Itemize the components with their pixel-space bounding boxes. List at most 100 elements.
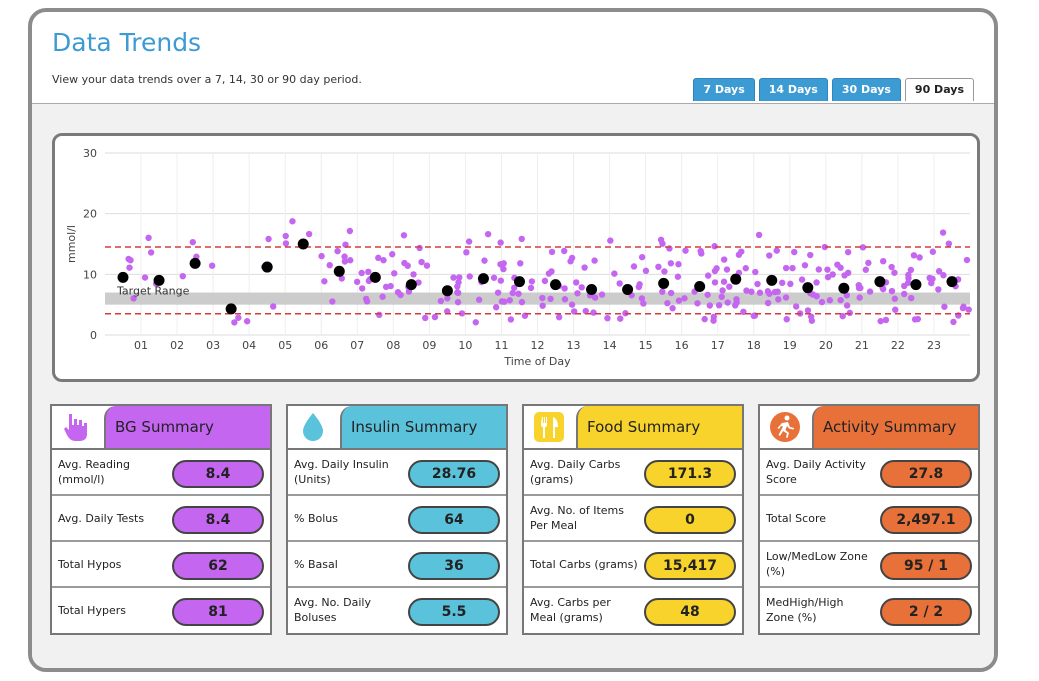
bg-reading-point	[380, 257, 387, 264]
bg-reading-point	[815, 266, 822, 273]
bg-reading-point	[674, 273, 682, 280]
bg-reading-point	[950, 318, 957, 326]
bg-reading-point	[334, 247, 341, 255]
bg-reading-point	[341, 258, 349, 265]
bg-reading-point	[766, 252, 773, 259]
bg-reading-point	[726, 283, 733, 290]
bg-reading-point	[572, 279, 580, 286]
row-label: % Bolus	[294, 511, 338, 525]
bg-reading-point	[437, 297, 445, 305]
bg-reading-point	[582, 307, 589, 315]
tab-30-days[interactable]: 30 Days	[831, 78, 901, 101]
y-tick-label: 0	[90, 329, 97, 342]
food-summary-title: Food Summary	[576, 406, 742, 448]
bg-reading-point	[916, 254, 923, 261]
bg-reading-point	[617, 315, 624, 322]
bg-reading-point	[500, 265, 507, 273]
bg-reading-point	[418, 258, 425, 266]
tab-14-days[interactable]: 14 Days	[758, 78, 828, 101]
hourly-average-point	[261, 261, 273, 273]
tab-90-days[interactable]: 90 Days	[904, 78, 974, 101]
bg-reading-point	[379, 293, 386, 300]
bg-reading-point	[270, 303, 277, 310]
bg-reading-point	[657, 236, 665, 244]
bg-reading-point	[387, 282, 394, 290]
bg-reading-point	[843, 302, 851, 309]
row-value: 36	[408, 552, 500, 580]
bg-reading-point	[318, 252, 325, 260]
hourly-average-point	[369, 271, 381, 283]
bg-reading-point	[782, 264, 790, 272]
bg-reading-point	[907, 266, 915, 274]
x-tick-label: 20	[819, 339, 833, 352]
hourly-average-point	[441, 285, 453, 297]
bg-reading-point	[720, 256, 728, 263]
bg-reading-point	[879, 257, 887, 265]
row-label: Total Hypos	[58, 557, 122, 571]
bg-reading-point	[826, 297, 834, 304]
bg-reading-point	[282, 240, 290, 247]
bg-reading-point	[963, 256, 971, 264]
bg-reading-point	[528, 278, 536, 285]
insulin-summary-card: Insulin Summary Avg. Daily Insulin (Unit…	[286, 404, 508, 635]
bg-reading-point	[642, 267, 650, 275]
hourly-average-point	[838, 282, 850, 294]
bg-reading-point	[338, 275, 345, 282]
bg-reading-point	[929, 248, 937, 255]
hourly-average-point	[874, 276, 886, 288]
bg-reading-point	[940, 272, 947, 279]
hourly-average-point	[153, 274, 165, 286]
bg-reading-point	[773, 247, 780, 254]
bg-reading-point	[363, 298, 371, 305]
bg-reading-point	[789, 264, 796, 272]
bg-reading-point	[431, 313, 439, 321]
hourly-average-point	[766, 274, 778, 286]
bg-reading-point	[450, 274, 457, 281]
bg-reading-point	[501, 298, 508, 305]
bg-reading-point	[740, 308, 747, 316]
activity-row-total-score: Total Score 2,497.1	[760, 496, 978, 542]
bg-reading-point	[389, 251, 396, 258]
hourly-average-point	[946, 276, 958, 288]
bg-reading-point	[675, 261, 682, 268]
bg-reading-point	[282, 232, 289, 240]
x-tick-label: 19	[783, 339, 797, 352]
bg-reading-point	[908, 294, 915, 302]
drop-icon	[288, 406, 338, 448]
bg-reading-point	[704, 272, 712, 279]
bg-reading-point	[466, 273, 473, 280]
bg-summary-card: BG Summary Avg. Reading (mmol/l) 8.4 Avg.…	[50, 404, 272, 635]
summary-cards: BG Summary Avg. Reading (mmol/l) 8.4 Avg.…	[50, 404, 980, 635]
food-row-items-per-meal: Avg. No. of Items Per Meal 0	[524, 496, 742, 542]
bg-reading-point	[591, 294, 599, 301]
hourly-average-point	[622, 284, 634, 295]
row-value: 95 / 1	[880, 552, 972, 580]
bg-reading-point	[358, 269, 365, 277]
bg-reading-point	[611, 270, 618, 277]
bg-reading-point	[591, 257, 598, 264]
food-row-daily-carbs: Avg. Daily Carbs (grams) 171.3	[524, 450, 742, 496]
y-tick-label: 30	[83, 147, 97, 160]
row-value: 2 / 2	[880, 598, 972, 626]
bg-reading-point	[358, 285, 366, 292]
x-tick-label: 23	[927, 339, 941, 352]
bg-reading-point	[500, 260, 507, 267]
bg-reading-point	[837, 296, 844, 304]
bg-reading-point	[733, 296, 740, 303]
x-axis-title: Time of Day	[503, 355, 571, 368]
bg-reading-point	[882, 316, 890, 324]
bg-reading-point	[821, 243, 828, 251]
activity-row-high-zone: MedHigh/High Zone (%) 2 / 2	[760, 588, 978, 632]
tab-7-days[interactable]: 7 Days	[693, 78, 755, 101]
bg-reading-point	[391, 270, 398, 277]
food-row-total-carbs: Total Carbs (grams) 15,417	[524, 542, 742, 588]
bg-reading-point	[630, 263, 638, 270]
row-value: 62	[172, 552, 264, 580]
bg-reading-point	[752, 268, 759, 276]
bg-reading-point	[661, 268, 668, 275]
row-label: Avg. Daily Carbs (grams)	[530, 458, 621, 486]
bg-reading-point	[945, 240, 953, 247]
hourly-average-point	[225, 303, 237, 315]
bg-row-avg-reading: Avg. Reading (mmol/l) 8.4	[52, 450, 270, 496]
bg-reading-point	[518, 298, 526, 306]
